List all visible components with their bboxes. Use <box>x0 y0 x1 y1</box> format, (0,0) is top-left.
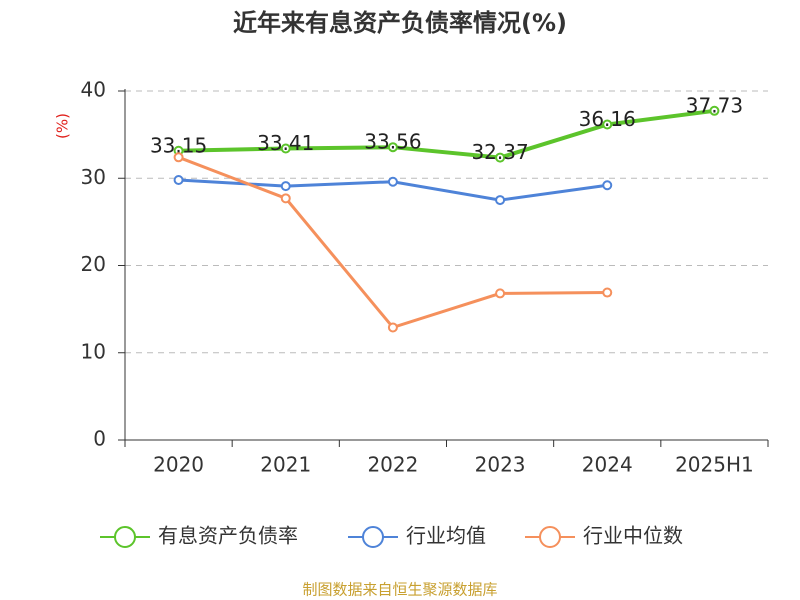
x-tick-label: 2024 <box>582 453 633 477</box>
x-tick-label: 2020 <box>153 453 204 477</box>
data-point <box>280 181 291 192</box>
data-point <box>387 322 398 333</box>
data-label: 33.41 <box>257 131 314 155</box>
data-point <box>709 105 720 116</box>
x-tick-label: 2022 <box>367 453 418 477</box>
data-point <box>495 152 506 163</box>
data-point <box>387 142 398 153</box>
chart-title: 近年来有息资产负债率情况(%) <box>233 9 567 37</box>
data-point <box>495 195 506 206</box>
data-point <box>602 119 613 130</box>
legend-marker <box>114 526 136 548</box>
data-point <box>280 143 291 154</box>
x-tick-label: 2023 <box>475 453 526 477</box>
x-tick-label: 2021 <box>260 453 311 477</box>
legend-label: 行业均值 <box>406 524 486 548</box>
legend-marker <box>539 526 561 548</box>
data-point <box>495 288 506 299</box>
data-point <box>387 176 398 187</box>
series-line <box>178 108 715 160</box>
data-label: 37.73 <box>686 93 743 117</box>
data-point <box>602 180 613 191</box>
source-note: 制图数据来自恒生聚源数据库 <box>302 581 497 599</box>
data-point <box>173 174 184 185</box>
data-label: 36.16 <box>579 107 636 131</box>
y-tick-label: 30 <box>81 165 106 189</box>
data-label: 33.56 <box>364 130 421 154</box>
legend-label: 行业中位数 <box>583 524 683 548</box>
data-point <box>602 287 613 298</box>
data-label: 32.37 <box>471 140 528 164</box>
y-tick-label: 0 <box>93 427 106 451</box>
legend-marker <box>362 526 384 548</box>
y-axis-label: (%) <box>54 113 72 139</box>
y-tick-label: 10 <box>81 339 106 363</box>
y-tick-label: 20 <box>81 252 106 276</box>
data-point <box>173 152 184 163</box>
data-point <box>280 193 291 204</box>
y-tick-label: 40 <box>81 78 106 102</box>
x-tick-label: 2025H1 <box>675 453 754 477</box>
legend-label: 有息资产负债率 <box>158 524 298 548</box>
